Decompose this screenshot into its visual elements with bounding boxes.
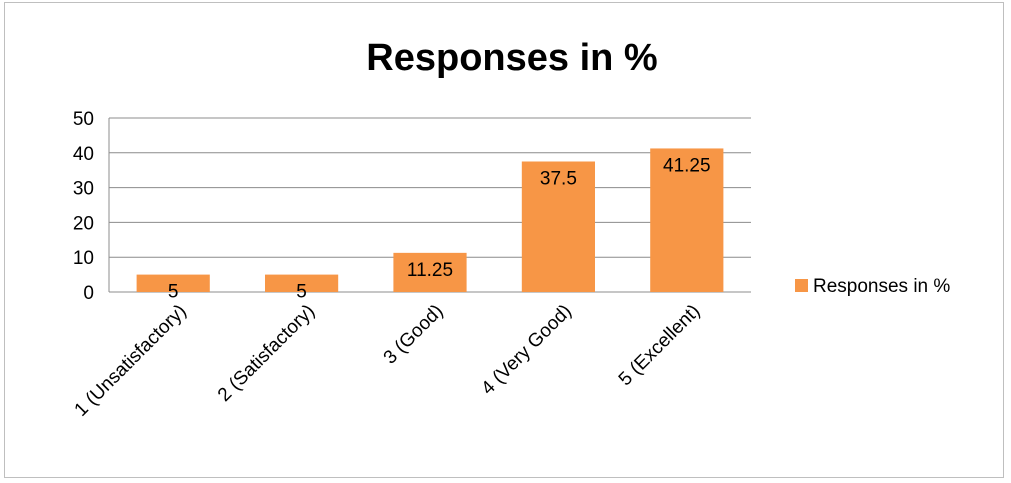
category-label: 2 (Satisfactory) [214, 301, 319, 406]
bar [650, 148, 724, 292]
chart-frame [4, 2, 1004, 478]
data-labels: 5 5 11.25 37.5 41.25 [168, 155, 711, 302]
category-labels: 1 (Unsatisfactory) 2 (Satisfactory) 3 (Goo… [71, 301, 705, 421]
data-label: 41.25 [663, 155, 711, 176]
gridlines [108, 117, 751, 293]
y-tick-label: 10 [73, 248, 94, 269]
y-tick-label: 30 [73, 179, 94, 200]
legend-label: Responses in % [813, 276, 950, 297]
chart-title: Responses in % [366, 37, 657, 79]
bar [265, 274, 339, 292]
y-tick-label: 0 [83, 283, 94, 304]
legend-swatch [795, 279, 808, 292]
data-label: 5 [296, 282, 307, 303]
data-label: 11.25 [407, 260, 453, 281]
bar [136, 274, 210, 292]
category-label: 5 (Excellent) [615, 301, 705, 391]
category-label: 4 (Very Good) [477, 301, 575, 399]
bars [136, 148, 724, 292]
y-tick-label: 50 [73, 109, 94, 130]
bar [393, 252, 467, 292]
y-axis-ticks: 0 10 20 30 40 50 [73, 109, 94, 304]
category-label: 3 (Good) [380, 301, 448, 369]
legend: Responses in % [795, 276, 950, 297]
y-tick-label: 40 [73, 144, 94, 165]
bar [521, 161, 595, 292]
data-label: 37.5 [540, 169, 577, 190]
category-label: 1 (Unsatisfactory) [71, 301, 191, 421]
data-label: 5 [168, 282, 179, 303]
y-tick-label: 20 [73, 213, 94, 234]
